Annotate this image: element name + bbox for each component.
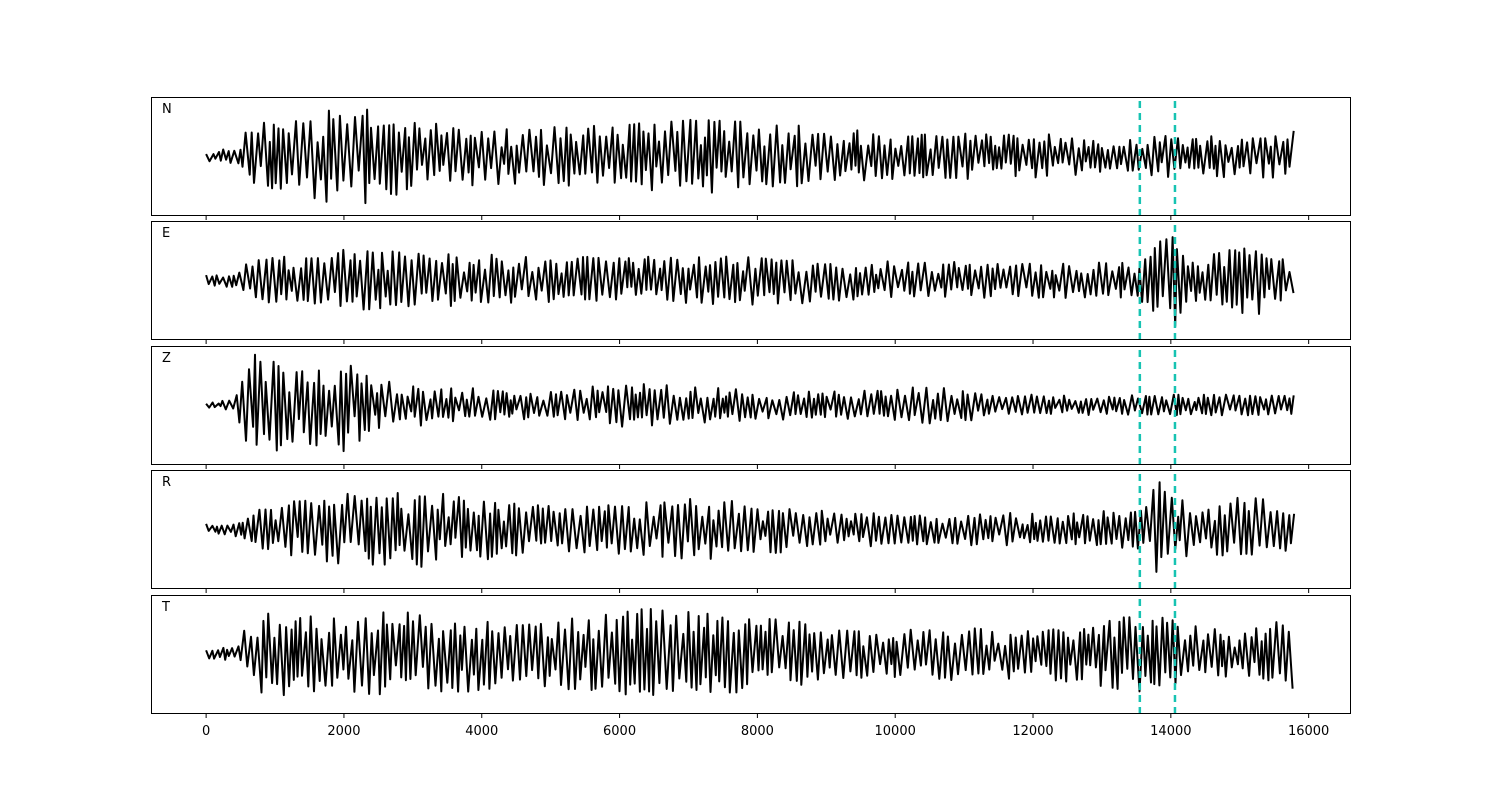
- panel-frame: [151, 97, 1351, 216]
- panel-frame: [151, 346, 1351, 465]
- x-tick-label: 4000: [465, 724, 498, 739]
- trace-r: [205, 481, 1296, 573]
- panel-label: T: [161, 600, 170, 615]
- panel-r: R: [151, 470, 1351, 593]
- x-tick-label: 16000: [1288, 724, 1329, 739]
- trace-z: [205, 353, 1295, 453]
- trace-n: [205, 108, 1295, 205]
- panel-frame: [151, 595, 1351, 714]
- panel-label: N: [162, 102, 172, 117]
- panel-label: R: [162, 475, 171, 490]
- panel-z: Z: [151, 346, 1351, 469]
- panel-e: E: [151, 221, 1351, 344]
- panel-frame: [151, 470, 1351, 589]
- trace-panels: N E Z R T: [151, 97, 1351, 718]
- trace-t: [205, 608, 1294, 697]
- x-axis: 0 2000 4000 6000 8000 10000 12000 14000 16000: [202, 724, 1329, 739]
- x-tick-label: 10000: [875, 724, 916, 739]
- panel-t: T: [151, 595, 1351, 718]
- panel-label: E: [162, 226, 170, 241]
- panel-label: Z: [162, 351, 171, 366]
- x-tick-label: 14000: [1150, 724, 1191, 739]
- x-tick-label: 0: [202, 724, 210, 739]
- panel-frame: [151, 221, 1351, 340]
- panel-n: N: [151, 97, 1351, 220]
- x-tick-label: 2000: [327, 724, 360, 739]
- x-tick-label: 12000: [1012, 724, 1053, 739]
- x-tick-label: 6000: [603, 724, 636, 739]
- trace-e: [205, 236, 1295, 328]
- x-tick-label: 8000: [741, 724, 774, 739]
